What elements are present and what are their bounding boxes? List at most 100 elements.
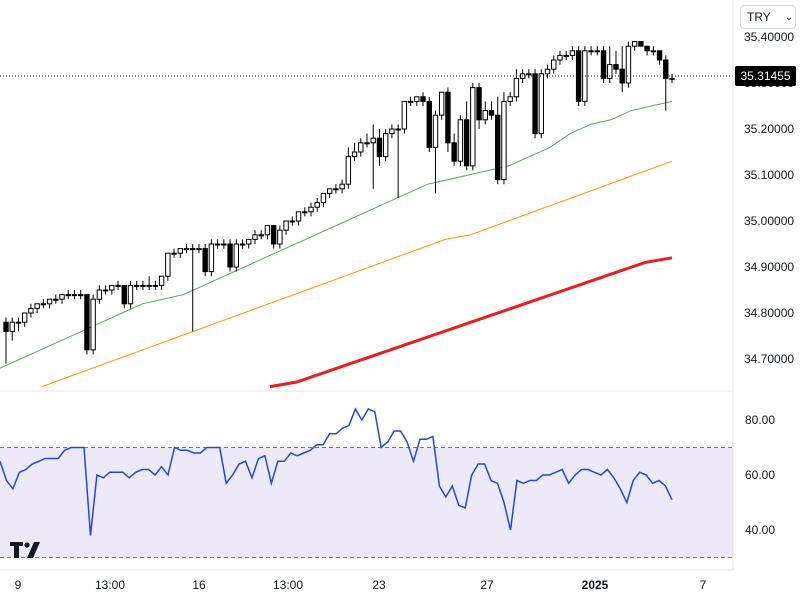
candle-body xyxy=(165,252,171,277)
candle-body xyxy=(96,289,103,300)
candle-body xyxy=(109,284,115,291)
rsi-tick-label: 40.00 xyxy=(745,523,775,537)
candle-body xyxy=(557,54,563,61)
candle-body xyxy=(77,294,84,297)
candle-body xyxy=(669,77,675,80)
rsi-line xyxy=(0,407,673,536)
rsi-tick-label: 80.00 xyxy=(745,413,775,427)
ma-slow-line xyxy=(269,256,673,389)
rsi-tick-label: 60.00 xyxy=(745,468,775,482)
candle-body xyxy=(544,68,551,75)
rsi-axis: 80.00 60.00 40.00 xyxy=(745,413,775,537)
candle-body xyxy=(588,50,594,53)
time-tick-label: 27 xyxy=(480,578,494,592)
moving-averages xyxy=(0,100,673,389)
time-tick-label: 23 xyxy=(372,578,386,592)
candle-body xyxy=(439,91,445,116)
time-tick-label: 13:00 xyxy=(273,578,303,592)
candle-body xyxy=(146,284,152,287)
candle-body xyxy=(538,73,544,135)
candle-body xyxy=(3,321,9,332)
candle-body xyxy=(582,50,588,102)
candle-body xyxy=(420,96,426,102)
candle-body xyxy=(15,321,22,324)
candle-body xyxy=(457,119,464,162)
candle-body xyxy=(40,303,47,306)
candle-body xyxy=(432,114,439,148)
candle-body xyxy=(650,50,657,53)
candle-body xyxy=(445,91,451,144)
candle-body xyxy=(289,220,296,223)
candle-body xyxy=(258,234,264,237)
candle-body xyxy=(140,284,146,287)
candle-body xyxy=(177,248,183,254)
price-tick-label: 35.40000 xyxy=(744,30,794,44)
candle-body xyxy=(551,59,557,70)
candle-body xyxy=(59,294,65,300)
candle-body xyxy=(53,298,59,301)
candle-body xyxy=(227,243,233,268)
currency-label: TRY xyxy=(747,10,771,24)
candle-body xyxy=(638,41,644,47)
candle-body xyxy=(239,243,246,246)
candle-body xyxy=(482,110,488,121)
candle-body xyxy=(501,100,507,181)
price-tick-label: 34.90000 xyxy=(744,260,794,274)
candle-body xyxy=(233,243,239,268)
candlesticks xyxy=(3,41,675,364)
candle-body xyxy=(252,234,258,240)
candle-body xyxy=(382,133,389,158)
candle-body xyxy=(476,87,482,121)
time-tick-label: 2025 xyxy=(582,578,609,592)
price-tick-label: 35.00000 xyxy=(744,214,794,228)
candle-body xyxy=(414,96,420,102)
chevron-down-icon: ⌄ xyxy=(784,11,794,23)
ma-fast-line xyxy=(0,100,673,369)
candle-body xyxy=(607,64,613,79)
candle-body xyxy=(426,100,432,148)
candle-body xyxy=(631,41,638,47)
candle-body xyxy=(569,50,576,56)
candle-body xyxy=(102,289,109,292)
price-tick-label: 34.80000 xyxy=(744,306,794,320)
candle-body xyxy=(389,128,395,135)
candle-body xyxy=(600,50,607,79)
candle-body xyxy=(121,284,127,305)
candle-body xyxy=(21,312,28,323)
price-axis: 35.4000035.3000035.2000035.1000035.00000… xyxy=(744,30,794,366)
candle-body xyxy=(158,275,165,286)
candle-body xyxy=(526,73,532,76)
ma-mid-line xyxy=(41,160,673,388)
candle-body xyxy=(625,45,632,84)
time-tick-label: 16 xyxy=(192,578,206,592)
candle-body xyxy=(202,248,208,273)
candle-body xyxy=(277,229,283,245)
candle-body xyxy=(333,188,339,191)
candle-body xyxy=(401,100,408,130)
price-tick-label: 35.10000 xyxy=(744,168,794,182)
candle-body xyxy=(183,248,190,251)
candle-body xyxy=(196,248,202,251)
price-tick-label: 35.20000 xyxy=(744,122,794,136)
candle-body xyxy=(208,243,215,273)
candle-body xyxy=(84,294,90,351)
candle-body xyxy=(575,50,582,102)
candle-body xyxy=(370,137,376,144)
candle-body xyxy=(190,248,196,251)
candle-body xyxy=(563,54,569,57)
time-tick-label: 13:00 xyxy=(95,578,125,592)
currency-selector[interactable]: TRY ⌄ xyxy=(740,5,796,29)
time-tick-label: 7 xyxy=(700,578,707,592)
candle-body xyxy=(171,252,177,255)
candle-body xyxy=(470,87,476,167)
candle-body xyxy=(364,142,370,145)
candle-body xyxy=(326,188,333,194)
last-price-label: 35.31455 xyxy=(735,66,796,86)
candle-body xyxy=(308,206,314,213)
candle-body xyxy=(644,45,650,52)
candle-body xyxy=(90,298,96,351)
candle-body xyxy=(663,59,669,79)
candle-body xyxy=(314,202,320,208)
candle-body xyxy=(127,284,134,305)
